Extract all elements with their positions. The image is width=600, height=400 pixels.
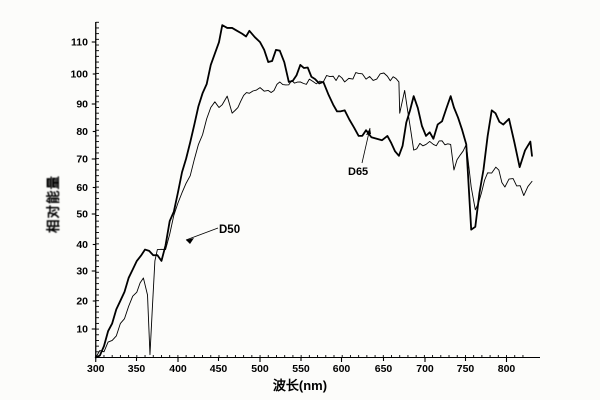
svg-text:450: 450 — [210, 363, 228, 375]
svg-text:30: 30 — [76, 266, 88, 278]
svg-text:80: 80 — [76, 126, 88, 138]
svg-text:60: 60 — [76, 182, 88, 194]
svg-text:650: 650 — [375, 363, 393, 375]
svg-text:600: 600 — [333, 363, 351, 375]
svg-text:D50: D50 — [219, 224, 240, 236]
svg-text:750: 750 — [457, 363, 475, 375]
svg-text:110: 110 — [71, 37, 88, 49]
svg-text:50: 50 — [76, 209, 88, 221]
svg-text:70: 70 — [76, 154, 88, 166]
svg-text:20: 20 — [76, 296, 88, 308]
svg-text:300: 300 — [87, 363, 105, 375]
svg-text:10: 10 — [76, 324, 88, 336]
svg-text:90: 90 — [76, 99, 88, 111]
svg-text:700: 700 — [416, 363, 434, 375]
svg-text:40: 40 — [76, 239, 88, 251]
svg-text:500: 500 — [251, 363, 269, 375]
svg-text:350: 350 — [128, 363, 146, 375]
svg-text:800: 800 — [498, 363, 516, 375]
svg-text:550: 550 — [292, 363, 310, 375]
svg-text:相对能量: 相对能量 — [45, 175, 61, 233]
svg-text:400: 400 — [169, 363, 187, 375]
svg-text:波长(nm): 波长(nm) — [273, 378, 327, 393]
svg-text:D65: D65 — [348, 166, 368, 178]
svg-text:100: 100 — [70, 69, 88, 81]
